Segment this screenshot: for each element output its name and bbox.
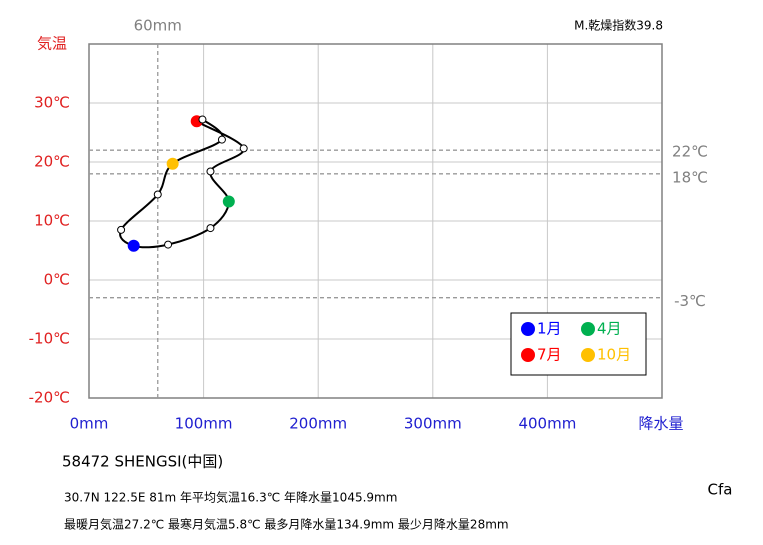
x-axis-label: 降水量 <box>638 415 683 433</box>
month-marker <box>217 135 226 144</box>
legend-box <box>510 312 647 376</box>
station: 58472 SHENGSI(中国) <box>62 453 223 471</box>
month-marker-highlight <box>127 239 140 252</box>
climate-curve <box>119 116 245 249</box>
month-marker <box>164 240 173 249</box>
x-tick-label: 0mm <box>70 415 109 433</box>
legend-marker <box>521 348 535 362</box>
month-marker <box>153 190 162 199</box>
legend-label: 10月 <box>597 346 631 364</box>
legend-label: 1月 <box>537 320 562 338</box>
legend-marker <box>521 322 535 336</box>
y-axis-label: 気温 <box>37 35 67 53</box>
month-marker <box>206 167 215 176</box>
month-marker <box>239 144 248 153</box>
month-marker <box>198 115 207 124</box>
y-tick-label: 20℃ <box>34 153 70 171</box>
month-marker-highlight <box>222 195 235 208</box>
reference-label: 18℃ <box>672 168 708 186</box>
x-tick-label: 200mm <box>289 415 347 433</box>
x-tick-label: 100mm <box>175 415 233 433</box>
reference-label: 22℃ <box>672 143 708 161</box>
legend-label: 7月 <box>537 346 562 364</box>
plot-frame <box>88 43 663 399</box>
x-tick-label: 300mm <box>404 415 462 433</box>
y-tick-label: -20℃ <box>29 389 70 407</box>
month-marker <box>206 224 215 233</box>
reference-label: 60mm <box>134 17 182 35</box>
x-tick-label: 400mm <box>518 415 576 433</box>
legend-marker <box>581 348 595 362</box>
month-marker-highlight <box>166 157 179 170</box>
info-line: 最暖月気温27.2℃ 最寒月気温5.8℃ 最多月降水量134.9mm 最少月降水… <box>64 517 509 532</box>
y-tick-label: 30℃ <box>34 94 70 112</box>
info-line: 30.7N 122.5E 81m 年平均気温16.3℃ 年降水量1045.9mm <box>64 490 397 505</box>
y-tick-label: -10℃ <box>29 330 70 348</box>
dryness-index: M.乾燥指数39.8 <box>574 18 663 33</box>
legend-marker <box>581 322 595 336</box>
y-tick-label: 10℃ <box>34 212 70 230</box>
month-marker <box>117 225 126 234</box>
climate-class: Cfa <box>708 481 733 499</box>
legend-label: 4月 <box>597 320 622 338</box>
reference-label: -3℃ <box>674 292 706 310</box>
y-tick-label: 0℃ <box>44 271 70 289</box>
